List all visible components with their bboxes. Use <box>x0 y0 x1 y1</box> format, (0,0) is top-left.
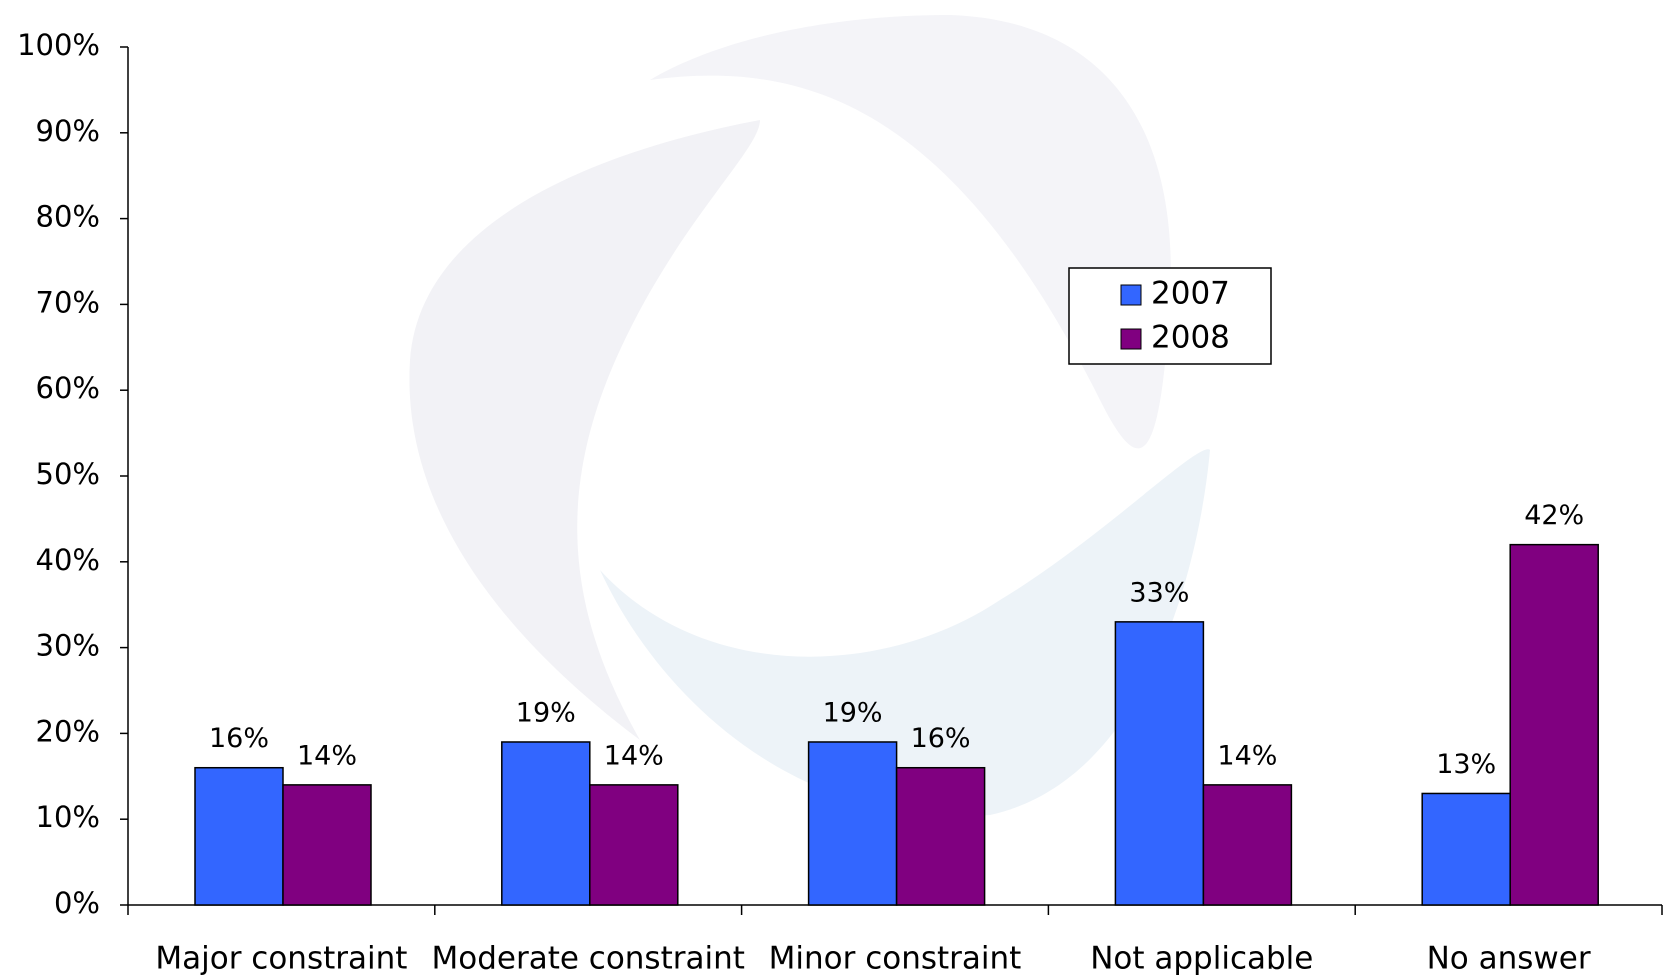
bar <box>194 766 284 906</box>
bar <box>282 784 372 906</box>
value-label: 19% <box>516 697 576 728</box>
y-tick-label: 20% <box>36 714 100 748</box>
x-tick-label: Not applicable <box>1090 941 1313 977</box>
y-tick-label: 100% <box>17 28 100 62</box>
bar <box>807 741 898 906</box>
value-label: 14% <box>297 740 357 771</box>
value-label: 14% <box>604 740 664 771</box>
bar <box>1114 621 1205 906</box>
watermark <box>600 449 1210 817</box>
y-tick-label: 0% <box>54 886 100 920</box>
x-tick-label: Major constraint <box>155 941 407 977</box>
value-label: 16% <box>911 723 971 754</box>
y-tick-label: 60% <box>36 371 100 405</box>
x-tick-label: Minor constraint <box>769 941 1022 977</box>
bar <box>895 766 986 906</box>
value-label: 33% <box>1129 577 1189 608</box>
legend-box <box>1068 267 1272 365</box>
bar <box>1421 792 1511 906</box>
y-tick-label: 40% <box>36 543 100 577</box>
legend-label: 2007 <box>1151 276 1230 312</box>
bar <box>589 784 679 906</box>
y-tick-label: 90% <box>36 114 100 148</box>
bar <box>1509 543 1599 906</box>
legend-label: 2008 <box>1151 320 1230 356</box>
y-tick-label: 10% <box>36 800 100 834</box>
watermark <box>409 120 760 740</box>
y-tick-label: 80% <box>36 200 100 234</box>
value-label: 19% <box>823 697 883 728</box>
bar <box>1202 784 1293 906</box>
value-label: 13% <box>1436 749 1496 780</box>
legend-swatch <box>1120 328 1142 350</box>
y-tick-label: 30% <box>36 629 100 663</box>
value-label: 16% <box>209 723 269 754</box>
legend-swatch <box>1120 284 1142 306</box>
x-tick-label: No answer <box>1427 941 1591 977</box>
x-tick-label: Moderate constraint <box>431 941 744 977</box>
y-tick-label: 50% <box>36 457 100 491</box>
value-label: 42% <box>1524 500 1584 531</box>
watermark <box>650 15 1171 449</box>
bar <box>501 741 591 906</box>
value-label: 14% <box>1217 740 1277 771</box>
y-tick-label: 70% <box>36 285 100 319</box>
